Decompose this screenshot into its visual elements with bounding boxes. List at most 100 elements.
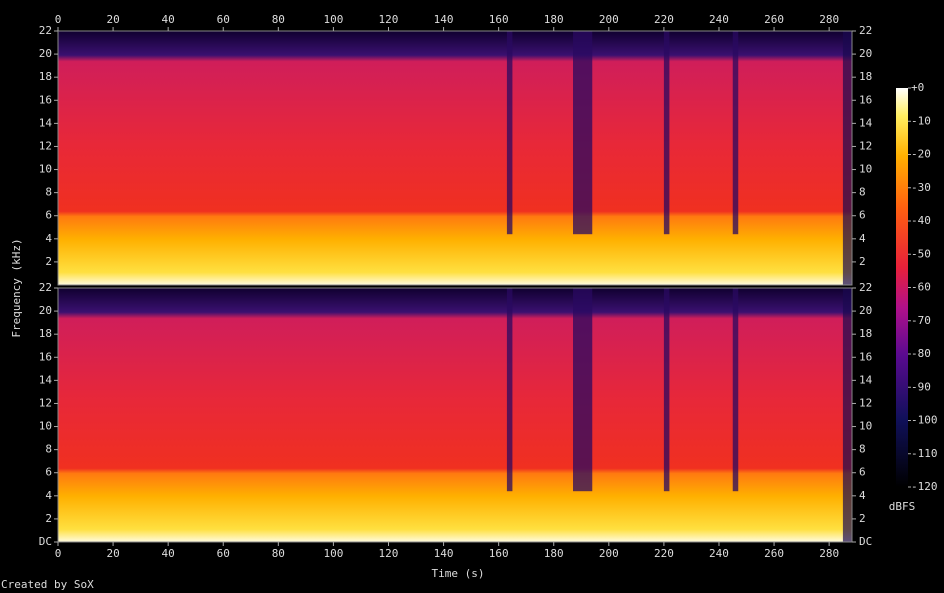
y-tick-label: DC — [859, 535, 872, 548]
colorbar-tick-label: -120 — [911, 480, 938, 493]
credit: Created by SoX — [1, 578, 94, 591]
spectrogram-gap — [663, 31, 670, 235]
y-tick-label: 2 — [45, 512, 52, 525]
x-tick-label: 60 — [217, 13, 230, 26]
colorbar-label: dBFS — [889, 500, 916, 513]
colorbar-tick-label: +0 — [911, 81, 924, 94]
spectrogram-gap — [732, 288, 739, 492]
colorbar-tick-label: -110 — [911, 447, 938, 460]
x-tick-label: 140 — [434, 547, 454, 560]
x-tick-label: 80 — [272, 547, 285, 560]
y-tick-label: 16 — [859, 350, 872, 363]
y-tick-label: 8 — [45, 186, 52, 199]
x-tick-label: 80 — [272, 13, 285, 26]
spectrogram-fade — [842, 31, 852, 285]
colorbar-tick-label: -20 — [911, 148, 931, 161]
x-tick-label: 200 — [599, 13, 619, 26]
x-tick-label: 220 — [654, 13, 674, 26]
x-tick-label: 160 — [489, 547, 509, 560]
spectrogram — [58, 31, 852, 285]
y-tick-label: DC — [39, 535, 52, 548]
colorbar-tick-label: -60 — [911, 281, 931, 294]
y-tick-label: 14 — [859, 373, 873, 386]
x-tick-label: 0 — [55, 13, 62, 26]
spectrogram-gap — [663, 288, 670, 492]
y-tick-label: 2 — [859, 255, 866, 268]
y-tick-label: 6 — [45, 466, 52, 479]
y-tick-label: 6 — [45, 209, 52, 222]
y-tick-label: 22 — [39, 281, 52, 294]
y-tick-label: 10 — [39, 420, 52, 433]
x-tick-label: 40 — [162, 547, 175, 560]
y-tick-label: 6 — [859, 466, 866, 479]
y-tick-label: 14 — [39, 116, 53, 129]
y-tick-label: 10 — [859, 420, 872, 433]
spectrogram-gap — [506, 31, 513, 235]
x-tick-label: 180 — [544, 13, 564, 26]
x-tick-label: 180 — [544, 547, 564, 560]
y-tick-label: 20 — [859, 47, 872, 60]
y-tick-label: 12 — [39, 139, 52, 152]
x-tick-label: 0 — [55, 547, 62, 560]
y-tick-label: 18 — [39, 70, 52, 83]
panel-frame — [57, 287, 853, 543]
y-tick-label: 10 — [859, 163, 872, 176]
colorbar-tick-label: -70 — [911, 314, 931, 327]
y-tick-label: 12 — [859, 139, 872, 152]
spectrogram-gap — [506, 288, 513, 492]
x-tick-label: 280 — [819, 13, 839, 26]
y-axis-label: Frequency (kHz) — [10, 238, 23, 337]
y-tick-label: 22 — [859, 281, 872, 294]
x-tick-label: 240 — [709, 547, 729, 560]
y-tick-label: 12 — [39, 396, 52, 409]
x-axis-label: Time (s) — [432, 567, 485, 580]
y-tick-label: 16 — [39, 93, 52, 106]
y-tick-label: 4 — [859, 232, 866, 245]
x-tick-label: 20 — [106, 547, 119, 560]
y-tick-label: 14 — [859, 116, 873, 129]
colorbar-tick-label: -90 — [911, 380, 931, 393]
x-tick-label: 220 — [654, 547, 674, 560]
colorbar-tick-label: -50 — [911, 247, 931, 260]
x-tick-label: 100 — [323, 547, 343, 560]
colorbar-tick-label: -30 — [911, 181, 931, 194]
y-tick-label: 22 — [859, 24, 872, 37]
y-tick-label: 10 — [39, 163, 52, 176]
x-tick-label: 200 — [599, 547, 619, 560]
x-tick-label: 120 — [379, 547, 399, 560]
y-tick-label: 16 — [39, 350, 52, 363]
y-tick-label: 14 — [39, 373, 53, 386]
y-tick-label: 8 — [45, 443, 52, 456]
x-tick-label: 280 — [819, 547, 839, 560]
y-tick-label: 8 — [859, 443, 866, 456]
y-tick-label: 4 — [45, 232, 52, 245]
colorbar-tick-label: -10 — [911, 114, 931, 127]
y-tick-label: 20 — [39, 47, 52, 60]
x-tick-label: 20 — [106, 13, 119, 26]
colorbar — [896, 88, 908, 487]
y-tick-label: 2 — [45, 255, 52, 268]
y-tick-label: 6 — [859, 209, 866, 222]
y-tick-label: 18 — [859, 70, 872, 83]
colorbar-tick-label: -40 — [911, 214, 931, 227]
spectrogram — [58, 288, 852, 542]
x-tick-label: 140 — [434, 13, 454, 26]
x-tick-label: 260 — [764, 547, 784, 560]
y-tick-label: 4 — [859, 489, 866, 502]
panel-frame — [57, 30, 853, 286]
y-tick-label: 2 — [859, 512, 866, 525]
y-tick-label: 16 — [859, 93, 872, 106]
x-tick-label: 60 — [217, 547, 230, 560]
x-tick-label: 160 — [489, 13, 509, 26]
y-tick-label: 18 — [859, 327, 872, 340]
y-tick-label: 22 — [39, 24, 52, 37]
y-tick-label: 8 — [859, 186, 866, 199]
y-tick-label: 4 — [45, 489, 52, 502]
x-tick-label: 260 — [764, 13, 784, 26]
x-tick-label: 40 — [162, 13, 175, 26]
y-tick-label: 20 — [859, 304, 872, 317]
colorbar-tick-label: -80 — [911, 347, 931, 360]
x-tick-label: 240 — [709, 13, 729, 26]
spectrogram-fade — [842, 288, 852, 542]
